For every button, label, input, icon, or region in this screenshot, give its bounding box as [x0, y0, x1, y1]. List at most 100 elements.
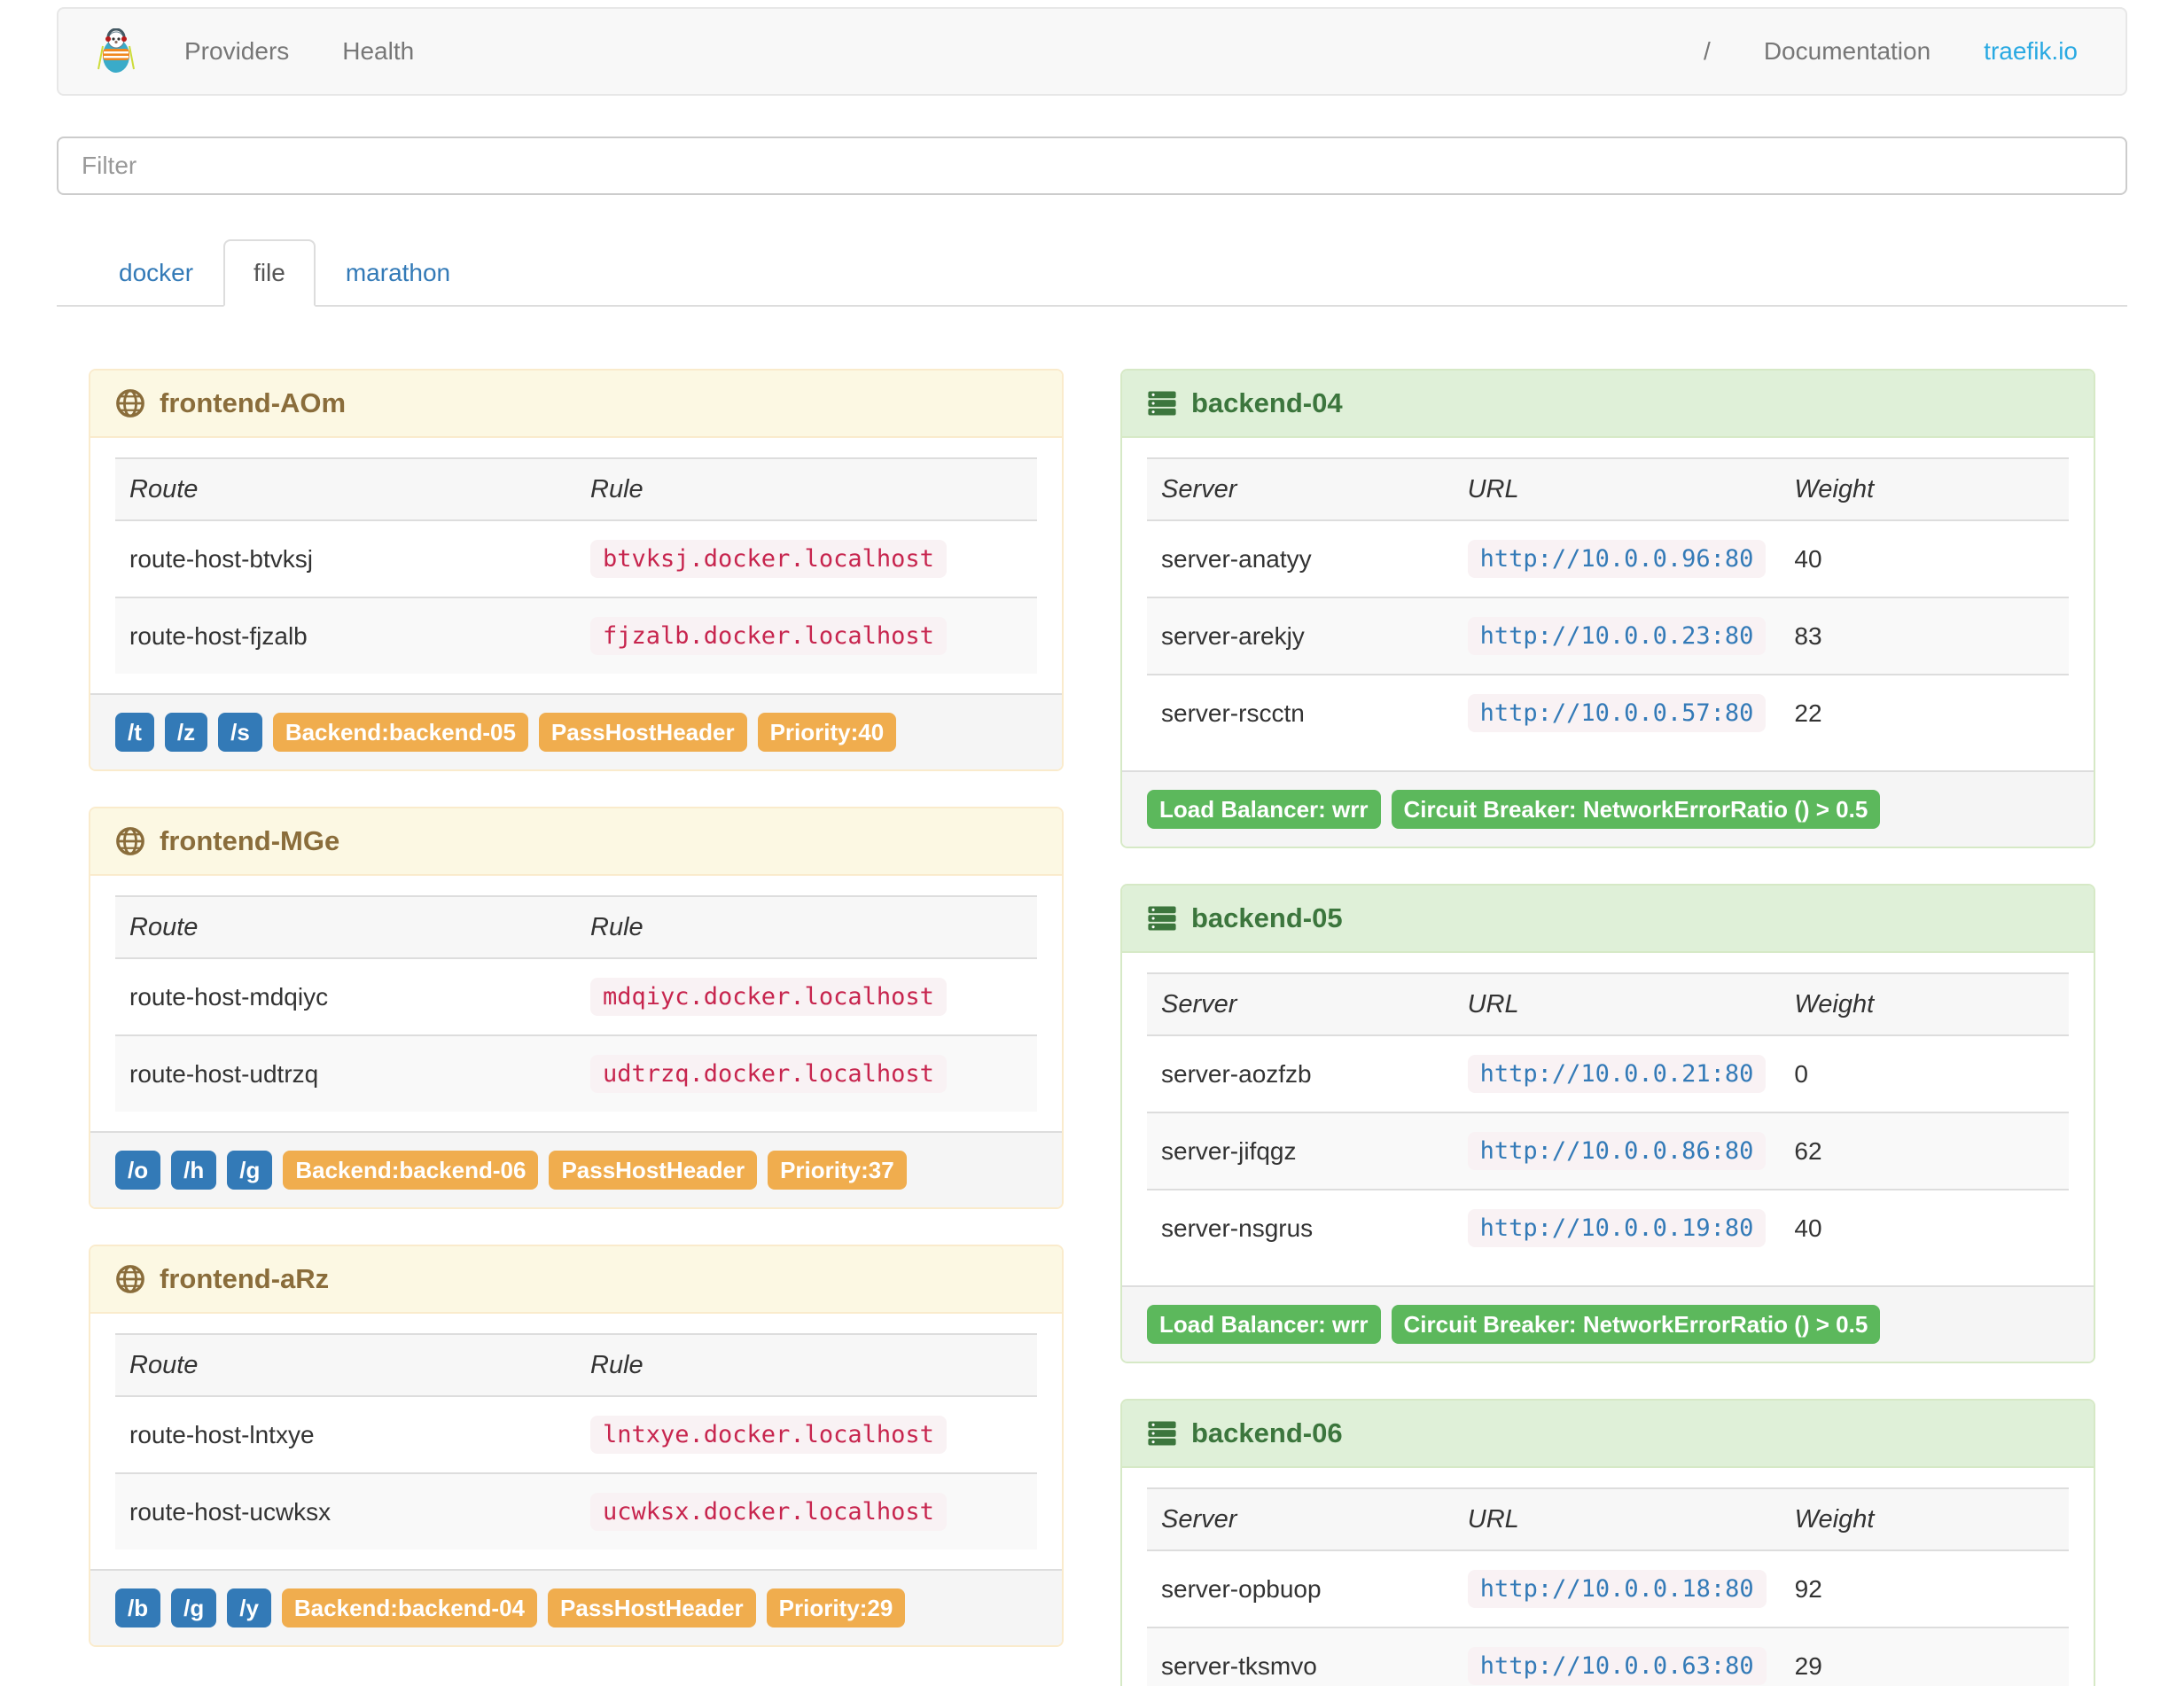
rule-cell: udtrzq.docker.localhost — [576, 1034, 1037, 1112]
route-cell: route-host-lntxye — [129, 1420, 315, 1448]
filter-section — [57, 137, 2127, 195]
navbar-brand[interactable] — [74, 28, 158, 74]
weight-cell: 0 — [1794, 1059, 1808, 1088]
rule-column-header: Rule — [576, 895, 1037, 959]
navbar-right: / Documentation traefik.io — [1677, 9, 2110, 94]
backend-panel: backend-05 Server URL Weight server-aozf… — [1120, 884, 2095, 1363]
frontend-panel: frontend-aRz Route Rule route-host-lntxy… — [89, 1245, 1064, 1647]
navbar: Providers Health / Documentation traefik… — [57, 7, 2127, 96]
frontend-panel: frontend-AOm Route Rule route-host-btvks… — [89, 369, 1064, 771]
server-column-header: Server — [1147, 457, 1454, 521]
rule-code: udtrzq.docker.localhost — [590, 1055, 947, 1093]
route-cell: route-host-fjzalb — [115, 597, 576, 674]
backend-panel: backend-06 Server URL Weight server-opbu… — [1120, 1399, 2095, 1686]
server-row: server-tksmvo http://10.0.0.63:80 29 — [1147, 1627, 2069, 1686]
server-column-header: Server — [1147, 972, 1454, 1036]
entrypoint-badge: /t — [115, 713, 154, 752]
server-icon — [1148, 906, 1176, 931]
panel-footer: /b/g/y Backend:backend-04 PassHostHeader Pr… — [90, 1569, 1062, 1645]
backend-panel-heading: backend-06 — [1122, 1401, 2094, 1468]
table-header-row: Route Rule — [115, 895, 1037, 959]
globe-icon — [116, 389, 144, 418]
server-url-link[interactable]: http://10.0.0.86:80 — [1467, 1132, 1767, 1170]
weight-cell: 83 — [1780, 597, 2069, 675]
backend-panel: backend-04 Server URL Weight server-anat… — [1120, 369, 2095, 848]
panel-title: frontend-MGe — [160, 825, 340, 856]
rule-cell: btvksj.docker.localhost — [576, 520, 1037, 597]
server-url-link[interactable]: http://10.0.0.96:80 — [1467, 540, 1767, 578]
rule-code: ucwksx.docker.localhost — [590, 1493, 947, 1531]
server-cell: server-anatyy — [1161, 544, 1312, 573]
server-url-link[interactable]: http://10.0.0.23:80 — [1467, 617, 1767, 655]
backends-column: backend-04 Server URL Weight server-anat… — [1120, 369, 2095, 1686]
route-cell: route-host-ucwksx — [115, 1472, 576, 1549]
server-row: server-opbuop http://10.0.0.18:80 92 — [1147, 1550, 2069, 1627]
server-cell: server-nsgrus — [1147, 1189, 1454, 1266]
rule-cell: mdqiyc.docker.localhost — [576, 958, 1037, 1035]
routes-table-body: route-host-mdqiyc mdqiyc.docker.localhost… — [115, 958, 1037, 1112]
entrypoint-badge: /z — [164, 713, 208, 752]
frontend-panel-heading: frontend-MGe — [90, 808, 1062, 876]
rule-code: btvksj.docker.localhost — [590, 540, 947, 578]
servers-table-body: server-opbuop http://10.0.0.18:80 92 server… — [1147, 1550, 2069, 1686]
panel-footer: Load Balancer: wrr Circuit Breaker: Netwo… — [1122, 1285, 2094, 1362]
weight-cell: 29 — [1780, 1627, 2069, 1686]
server-url-link[interactable]: http://10.0.0.18:80 — [1467, 1570, 1767, 1608]
globe-icon — [116, 827, 144, 855]
table-header-row: Route Rule — [115, 457, 1037, 521]
route-row: route-host-btvksj btvksj.docker.localhost — [115, 520, 1037, 597]
route-row: route-host-ucwksx ucwksx.docker.localhost — [115, 1472, 1037, 1549]
nav-item-health[interactable]: Health — [342, 37, 415, 65]
nav-item-traefik-io[interactable]: traefik.io — [1984, 37, 2078, 65]
filter-input[interactable] — [57, 137, 2127, 195]
routes-table-body: route-host-btvksj btvksj.docker.localhost… — [115, 520, 1037, 674]
panel-body: Route Rule route-host-mdqiyc mdqiyc.docke… — [90, 876, 1062, 1131]
url-cell: http://10.0.0.19:80 — [1453, 1189, 1781, 1266]
load-balancer-badge: Load Balancer: wrr — [1147, 1305, 1381, 1344]
tab-docker[interactable]: docker — [119, 259, 194, 286]
panel-footer: Load Balancer: wrr Circuit Breaker: Netwo… — [1122, 770, 2094, 847]
panel-title: backend-06 — [1191, 1417, 1343, 1448]
route-column-header: Route — [115, 1333, 576, 1397]
panel-title: frontend-aRz — [160, 1263, 330, 1294]
frontend-panel-heading: frontend-aRz — [90, 1246, 1062, 1314]
server-url-link[interactable]: http://10.0.0.21:80 — [1467, 1055, 1767, 1093]
server-icon — [1148, 1421, 1176, 1446]
traefik-logo-icon — [98, 28, 135, 73]
weight-column-header: Weight — [1780, 972, 2069, 1036]
servers-table: Server URL Weight server-opbuop http://10… — [1147, 1487, 2069, 1686]
priority-badge: Priority:40 — [757, 713, 897, 752]
entrypoint-badge: /g — [227, 1151, 273, 1190]
server-url-link[interactable]: http://10.0.0.63:80 — [1467, 1647, 1767, 1685]
backend-panel-heading: backend-05 — [1122, 886, 2094, 953]
tab-marathon[interactable]: marathon — [345, 259, 451, 286]
server-url-link[interactable]: http://10.0.0.57:80 — [1467, 694, 1767, 732]
table-header-row: Server URL Weight — [1147, 457, 2069, 521]
panel-body: Route Rule route-host-btvksj btvksj.docke… — [90, 438, 1062, 693]
passhostheader-badge: PassHostHeader — [538, 713, 747, 752]
routes-table: Route Rule route-host-btvksj btvksj.docke… — [115, 457, 1037, 674]
passhostheader-badge: PassHostHeader — [549, 1151, 758, 1190]
nav-item-documentation[interactable]: Documentation — [1763, 37, 1931, 65]
url-cell: http://10.0.0.96:80 — [1454, 520, 1781, 597]
rule-column-header: Rule — [576, 457, 1037, 521]
backend-ref-badge: Backend:backend-06 — [283, 1151, 539, 1190]
entrypoint-badge: /b — [115, 1588, 161, 1627]
backend-panel-heading: backend-04 — [1122, 371, 2094, 438]
url-cell: http://10.0.0.23:80 — [1453, 597, 1781, 675]
nav-item-providers[interactable]: Providers — [184, 37, 290, 65]
nav-item-root-slash[interactable]: / — [1704, 37, 1711, 65]
route-row: route-host-mdqiyc mdqiyc.docker.localhost — [115, 958, 1037, 1035]
weight-cell: 22 — [1780, 674, 2069, 751]
route-cell: route-host-udtrzq — [115, 1034, 576, 1112]
server-url-link[interactable]: http://10.0.0.19:80 — [1467, 1209, 1767, 1247]
provider-tabs: docker file marathon — [57, 239, 2127, 307]
tab-file[interactable]: file — [223, 239, 316, 307]
url-column-header: URL — [1453, 457, 1781, 521]
passhostheader-badge: PassHostHeader — [548, 1588, 756, 1627]
rule-code: lntxye.docker.localhost — [590, 1416, 947, 1454]
panel-title: backend-04 — [1191, 387, 1343, 418]
server-icon — [1148, 391, 1176, 416]
server-cell: server-arekjy — [1147, 597, 1454, 675]
